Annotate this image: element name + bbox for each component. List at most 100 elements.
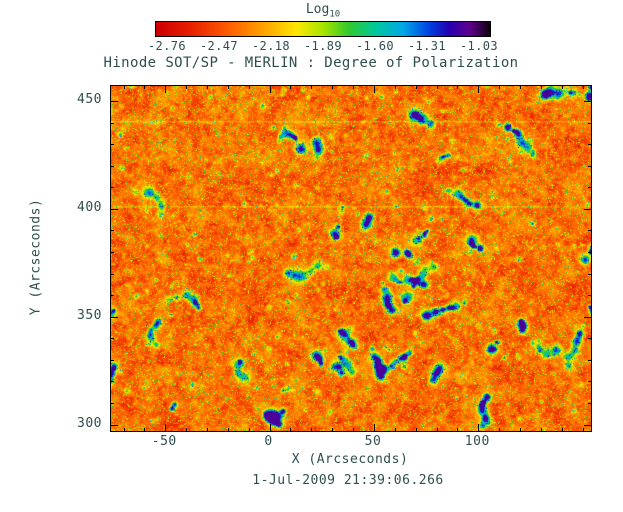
tick-mark	[186, 428, 188, 431]
tick-mark	[165, 424, 167, 431]
tick-mark	[111, 208, 118, 210]
tick-mark	[588, 381, 591, 383]
tick-mark	[111, 338, 114, 340]
tick-mark	[165, 86, 167, 93]
tick-mark	[436, 428, 438, 431]
tick-mark	[588, 252, 591, 254]
tick-mark	[111, 359, 114, 361]
x-axis-title: X (Arcseconds)	[291, 452, 409, 467]
y-tick-label: 400	[77, 199, 102, 215]
tick-mark	[584, 101, 591, 103]
tick-mark	[415, 428, 417, 431]
tick-mark	[582, 86, 584, 89]
colorbar-gradient	[156, 22, 490, 36]
tick-mark	[111, 122, 114, 124]
tick-mark	[227, 428, 229, 431]
tick-mark	[588, 273, 591, 275]
x-tick-label: -50	[151, 434, 177, 449]
tick-mark	[520, 86, 522, 89]
tick-mark	[332, 86, 334, 89]
tick-mark	[144, 86, 146, 89]
tick-mark	[111, 230, 114, 232]
tick-mark	[499, 428, 501, 431]
tick-mark	[588, 402, 591, 404]
timestamp: 1-Jul-2009 21:39:06.266	[252, 473, 444, 488]
tick-mark	[111, 295, 114, 297]
tick-mark	[561, 428, 563, 431]
x-tick-label: 50	[364, 434, 382, 449]
colorbar-tick-label: -1.03	[459, 39, 499, 53]
tick-mark	[111, 381, 114, 383]
tick-mark	[290, 86, 292, 89]
tick-mark	[207, 428, 208, 431]
tick-mark	[588, 144, 591, 146]
colorbar-tick-label: -1.31	[407, 39, 447, 53]
tick-mark	[248, 428, 250, 431]
colorbar-tick-label: -1.60	[355, 39, 395, 53]
tick-mark	[111, 252, 114, 254]
tick-mark	[415, 86, 417, 89]
tick-mark	[111, 144, 114, 146]
tick-mark	[123, 428, 125, 431]
tick-mark	[186, 86, 188, 89]
tick-mark	[520, 428, 522, 431]
tick-mark	[111, 316, 118, 318]
tick-mark	[111, 101, 118, 103]
tick-mark	[248, 86, 250, 89]
tick-mark	[353, 428, 355, 431]
tick-mark	[290, 428, 292, 431]
tick-mark	[457, 428, 459, 431]
tick-mark	[111, 424, 118, 426]
tick-mark	[394, 86, 396, 89]
tick-mark	[311, 86, 313, 89]
tick-mark	[588, 165, 591, 167]
tick-mark	[584, 424, 591, 426]
tick-mark	[373, 424, 375, 431]
tick-mark	[269, 424, 271, 431]
heatmap-canvas	[111, 86, 591, 431]
tick-mark	[353, 86, 355, 89]
tick-mark	[144, 428, 146, 431]
y-tick-label: 450	[77, 92, 102, 108]
tick-mark	[588, 187, 591, 189]
x-tick-label: 100	[464, 434, 490, 449]
tick-mark	[394, 428, 396, 431]
tick-mark	[111, 273, 114, 275]
tick-mark	[111, 402, 114, 404]
tick-mark	[540, 86, 542, 89]
tick-mark	[478, 86, 480, 93]
tick-mark	[269, 86, 271, 93]
colorbar-tick-label: -2.18	[251, 39, 291, 53]
tick-mark	[588, 230, 591, 232]
tick-mark	[207, 86, 208, 89]
tick-mark	[588, 359, 591, 361]
tick-mark	[561, 86, 563, 89]
tick-mark	[588, 295, 591, 297]
colorbar-title-subscript: 10	[329, 9, 341, 20]
tick-mark	[582, 428, 584, 431]
tick-mark	[478, 424, 480, 431]
colorbar-tick-label: -1.89	[303, 39, 343, 53]
tick-mark	[588, 122, 591, 124]
tick-mark	[111, 165, 114, 167]
colorbar-tick-label: -2.47	[199, 39, 239, 53]
tick-mark	[436, 86, 438, 89]
axis-tick-marks	[111, 86, 591, 431]
tick-mark	[123, 86, 125, 89]
plot-area	[110, 85, 592, 432]
colorbar-title: Log10	[306, 2, 340, 20]
tick-mark	[111, 187, 114, 189]
y-axis-title: Y (Arcseconds)	[28, 198, 44, 316]
tick-mark	[499, 86, 501, 89]
colorbar	[155, 21, 491, 37]
tick-mark	[540, 428, 542, 431]
tick-mark	[584, 208, 591, 210]
tick-mark	[332, 428, 334, 431]
tick-mark	[311, 428, 313, 431]
x-tick-label: 0	[264, 434, 273, 449]
y-tick-label: 350	[77, 307, 102, 323]
tick-mark	[227, 86, 229, 89]
tick-mark	[584, 316, 591, 318]
tick-mark	[588, 338, 591, 340]
